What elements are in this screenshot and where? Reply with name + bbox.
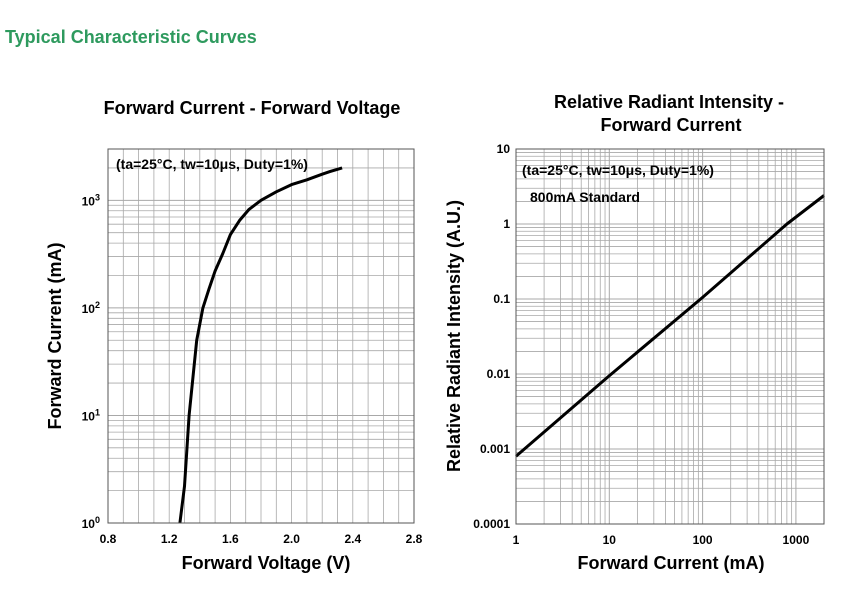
chart1-y-tick-label: 101 xyxy=(82,407,100,423)
chart2-y-tick-labels: 0.0001 0.001 0.01 0.1 1 10 xyxy=(473,142,510,531)
chart2-grid xyxy=(515,149,825,525)
chart1-annotation: (ta=25°C, tw=10μs, Duty=1%) xyxy=(116,156,308,172)
chart1-x-tick-labels: 0.8 1.2 1.6 2.0 2.4 2.8 xyxy=(100,532,423,546)
chart2-y-tick-label: 10 xyxy=(497,142,511,156)
chart1-grid xyxy=(107,148,415,524)
chart2-title-line1: Relative Radiant Intensity - xyxy=(554,92,784,112)
chart2-x-tick-label: 10 xyxy=(603,533,617,547)
chart1-y-tick-label: 102 xyxy=(82,300,100,316)
chart1-x-tick-label: 2.0 xyxy=(283,532,300,546)
chart2-series-line xyxy=(515,194,825,458)
chart2-y-tick-label: 0.01 xyxy=(487,367,511,381)
chart1-x-axis-label: Forward Voltage (V) xyxy=(182,553,351,573)
chart-radiant-intensity: Relative Radiant Intensity - Forward Cur… xyxy=(444,92,825,573)
chart1-x-tick-label: 1.2 xyxy=(161,532,178,546)
chart2-x-axis-label: Forward Current (mA) xyxy=(577,553,764,573)
chart1-y-tick-label: 100 xyxy=(82,515,100,531)
chart-forward-voltage: Forward Current - Forward Voltage (ta=25… xyxy=(45,98,423,573)
chart1-plot-frame xyxy=(107,148,415,524)
chart2-x-tick-labels: 1 10 100 1000 xyxy=(513,533,810,547)
chart2-y-tick-label: 0.0001 xyxy=(473,517,510,531)
chart1-y-tick-labels: 100 101 102 103 xyxy=(82,192,100,531)
section-heading: Typical Characteristic Curves xyxy=(5,27,257,47)
chart1-y-axis-label: Forward Current (mA) xyxy=(45,242,65,429)
chart2-annotation: (ta=25°C, tw=10μs, Duty=1%) xyxy=(522,162,714,178)
chart2-curve-layer xyxy=(515,194,825,458)
chart2-y-axis-label: Relative Radiant Intensity (A.U.) xyxy=(444,200,464,472)
chart2-y-tick-label: 1 xyxy=(503,217,510,231)
chart2-title-line2: Forward Current xyxy=(600,115,741,135)
chart1-curve-layer xyxy=(178,166,343,524)
chart2-plot-frame xyxy=(515,148,825,525)
chart2-y-tick-label: 0.001 xyxy=(480,442,510,456)
chart1-y-tick-label: 103 xyxy=(82,192,100,208)
chart2-x-tick-label: 1 xyxy=(513,533,520,547)
chart2-annotation-standard: 800mA Standard xyxy=(530,189,640,205)
chart1-title: Forward Current - Forward Voltage xyxy=(104,98,401,118)
chart1-x-tick-label: 2.8 xyxy=(406,532,423,546)
chart1-x-tick-label: 1.6 xyxy=(222,532,239,546)
chart2-y-tick-label: 0.1 xyxy=(493,292,510,306)
chart2-x-tick-label: 100 xyxy=(693,533,713,547)
chart1-x-tick-label: 0.8 xyxy=(100,532,117,546)
chart2-x-tick-label: 1000 xyxy=(783,533,810,547)
chart1-series-line xyxy=(178,166,343,524)
chart1-x-tick-label: 2.4 xyxy=(344,532,361,546)
